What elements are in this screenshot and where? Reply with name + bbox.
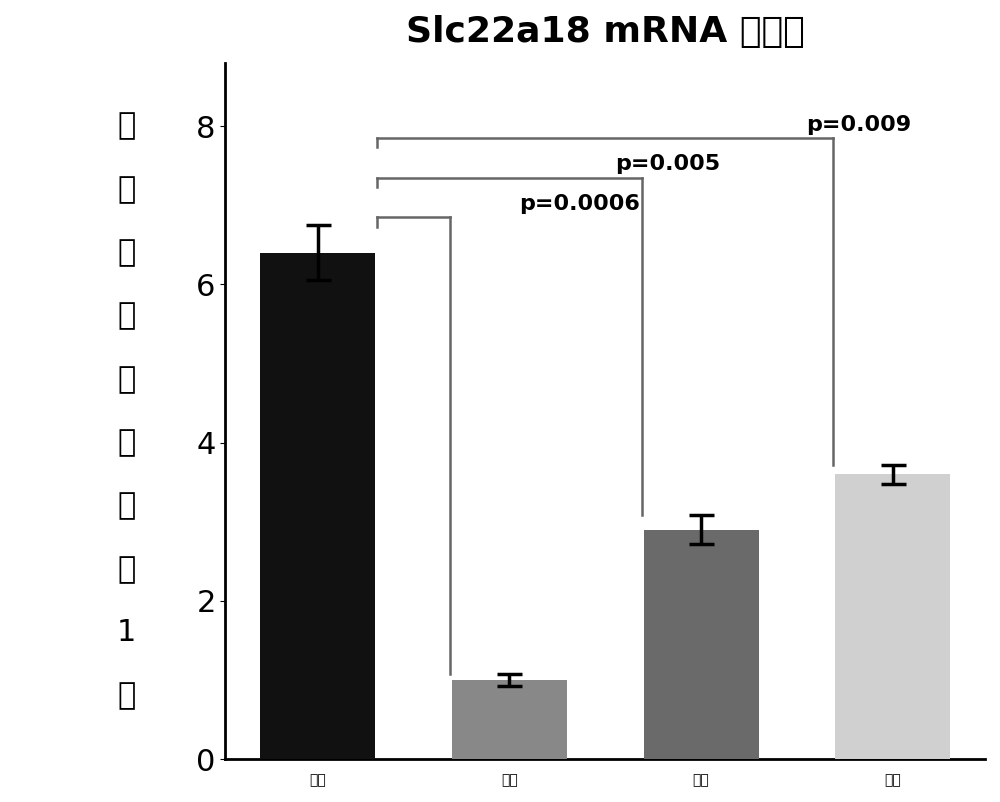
Text: 变: 变: [118, 111, 136, 140]
Bar: [260, 253, 375, 759]
Text: p=0.009: p=0.009: [807, 115, 912, 135]
Bar: [452, 680, 567, 759]
Title: Slc22a18 mRNA 表达量: Slc22a18 mRNA 表达量: [406, 15, 805, 49]
Text: 患: 患: [118, 428, 136, 457]
Text: ＝: ＝: [118, 555, 136, 584]
Text: p=0.005: p=0.005: [615, 155, 720, 174]
Bar: [835, 474, 950, 759]
Text: 1: 1: [117, 618, 136, 647]
Text: 数: 数: [118, 302, 136, 330]
Text: 者: 者: [118, 492, 136, 520]
Text: p=0.0006: p=0.0006: [519, 194, 640, 214]
Text: 倍: 倍: [118, 238, 136, 267]
Text: （: （: [118, 365, 136, 394]
Bar: [644, 529, 759, 759]
Text: 化: 化: [118, 175, 136, 204]
Text: ）: ）: [118, 682, 136, 711]
